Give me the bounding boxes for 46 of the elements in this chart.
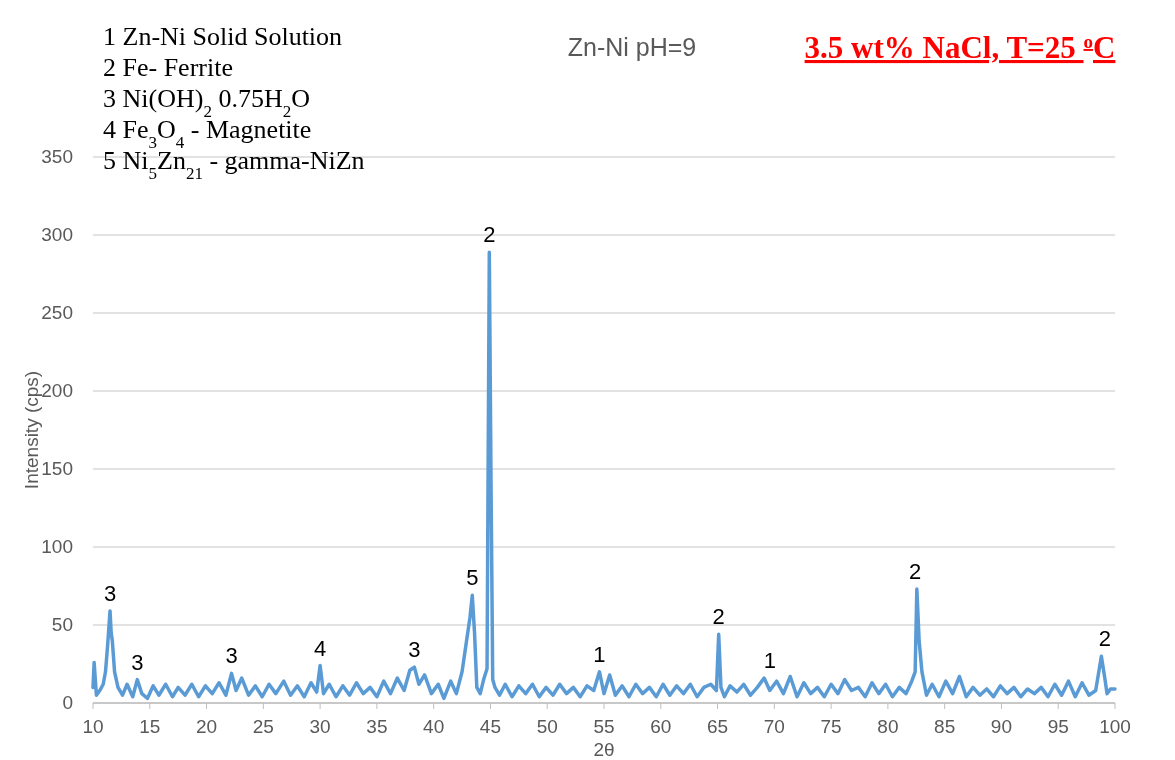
annotation: 2 (1098, 626, 1111, 652)
x-tick-label: 75 (820, 716, 842, 737)
x-tick-label: 20 (195, 716, 218, 737)
y-axis-title: Intensity (cps) (21, 370, 42, 490)
chart-title: Zn-Ni pH=9 (567, 33, 697, 61)
annotation: 2 (712, 604, 725, 630)
annotation: 3 (408, 637, 421, 663)
annotation: 1 (593, 641, 606, 667)
x-tick-label: 65 (706, 716, 729, 737)
annotation: 5 (466, 565, 479, 591)
x-tick-label: 10 (82, 716, 104, 737)
y-tick-label: 0 (62, 692, 73, 713)
annotation: 3 (225, 643, 238, 669)
x-tick-label: 60 (650, 716, 672, 737)
annotation: 2 (909, 559, 922, 585)
x-tick-label: 50 (536, 716, 558, 737)
x-tick-label: 40 (423, 716, 445, 737)
x-tick-label: 90 (990, 716, 1013, 737)
annotation: 3 (103, 580, 117, 606)
y-tick-label: 250 (41, 302, 73, 323)
y-tick-label: 200 (41, 380, 73, 401)
y-tick-label: 300 (41, 224, 73, 245)
text: 1 Zn-Ni Solid Solution (103, 22, 343, 51)
x-tick-label: 30 (309, 716, 331, 737)
x-tick-label: 95 (1047, 716, 1069, 737)
x-axis-title: 2θ (593, 739, 615, 760)
annotation: 2 (483, 222, 496, 248)
x-tick-label: 25 (252, 716, 274, 737)
annotation: 3 (131, 649, 144, 675)
x-tick-label: 35 (366, 716, 388, 737)
x-tick-label: 85 (934, 716, 956, 737)
annotation: 4 (313, 635, 327, 661)
y-tick-label: 100 (41, 536, 73, 557)
annotation: 1 (763, 648, 776, 674)
chart-subtitle: 3.5 wt% NaCl, T=25 $^{o}$C (804, 30, 1116, 65)
x-tick-label: 15 (139, 716, 161, 737)
x-tick-label: 80 (877, 716, 899, 737)
x-tick-label: 100 (1099, 716, 1131, 737)
x-tick-label: 45 (479, 716, 502, 737)
y-tick-label: 350 (41, 146, 73, 167)
x-tick-label: 55 (593, 716, 615, 737)
text: 2 Fe- Ferrite (103, 53, 233, 82)
x-tick-label: 70 (763, 716, 785, 737)
y-tick-label: 50 (51, 614, 73, 635)
y-tick-label: 150 (41, 458, 73, 479)
text: 3 Ni(OH)$_{2}$ 0.75H$_{2}$O (103, 84, 310, 121)
